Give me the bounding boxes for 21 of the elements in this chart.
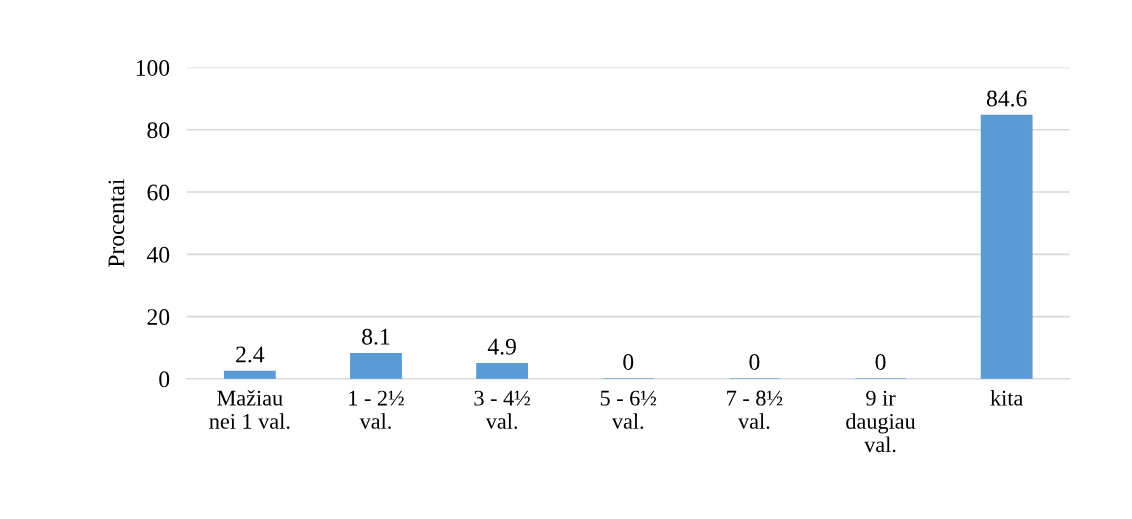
x-tick-label: kita xyxy=(990,389,1024,406)
x-tick-label: Mažiau nei 1 val. xyxy=(209,389,290,429)
y-tick-label: 80 xyxy=(147,122,170,139)
data-label: 0 xyxy=(623,353,634,370)
data-label: 0 xyxy=(875,353,886,370)
y-tick-label: 60 xyxy=(147,184,170,201)
y-tick-label: 100 xyxy=(136,59,170,76)
data-label: 2.4 xyxy=(236,346,265,363)
x-tick-label: 9 ir daugiau val. xyxy=(846,390,916,453)
data-label: 8.1 xyxy=(362,328,390,345)
y-tick-label: 0 xyxy=(159,371,170,388)
x-tick-label: 1 - 2½ val. xyxy=(349,390,404,429)
y-tick-label: 20 xyxy=(147,309,170,326)
x-tick-label: 7 - 8½ val. xyxy=(727,390,783,429)
data-label: 0 xyxy=(749,353,760,370)
data-label: 4.9 xyxy=(487,338,516,355)
x-tick-label: 5 - 6½ val. xyxy=(600,390,657,429)
y-axis-title: Procentai xyxy=(108,179,125,268)
x-tick-label: 3 - 4½ val. xyxy=(474,390,530,429)
y-tick-label: 40 xyxy=(146,246,170,263)
data-label: 84.6 xyxy=(986,90,1027,107)
